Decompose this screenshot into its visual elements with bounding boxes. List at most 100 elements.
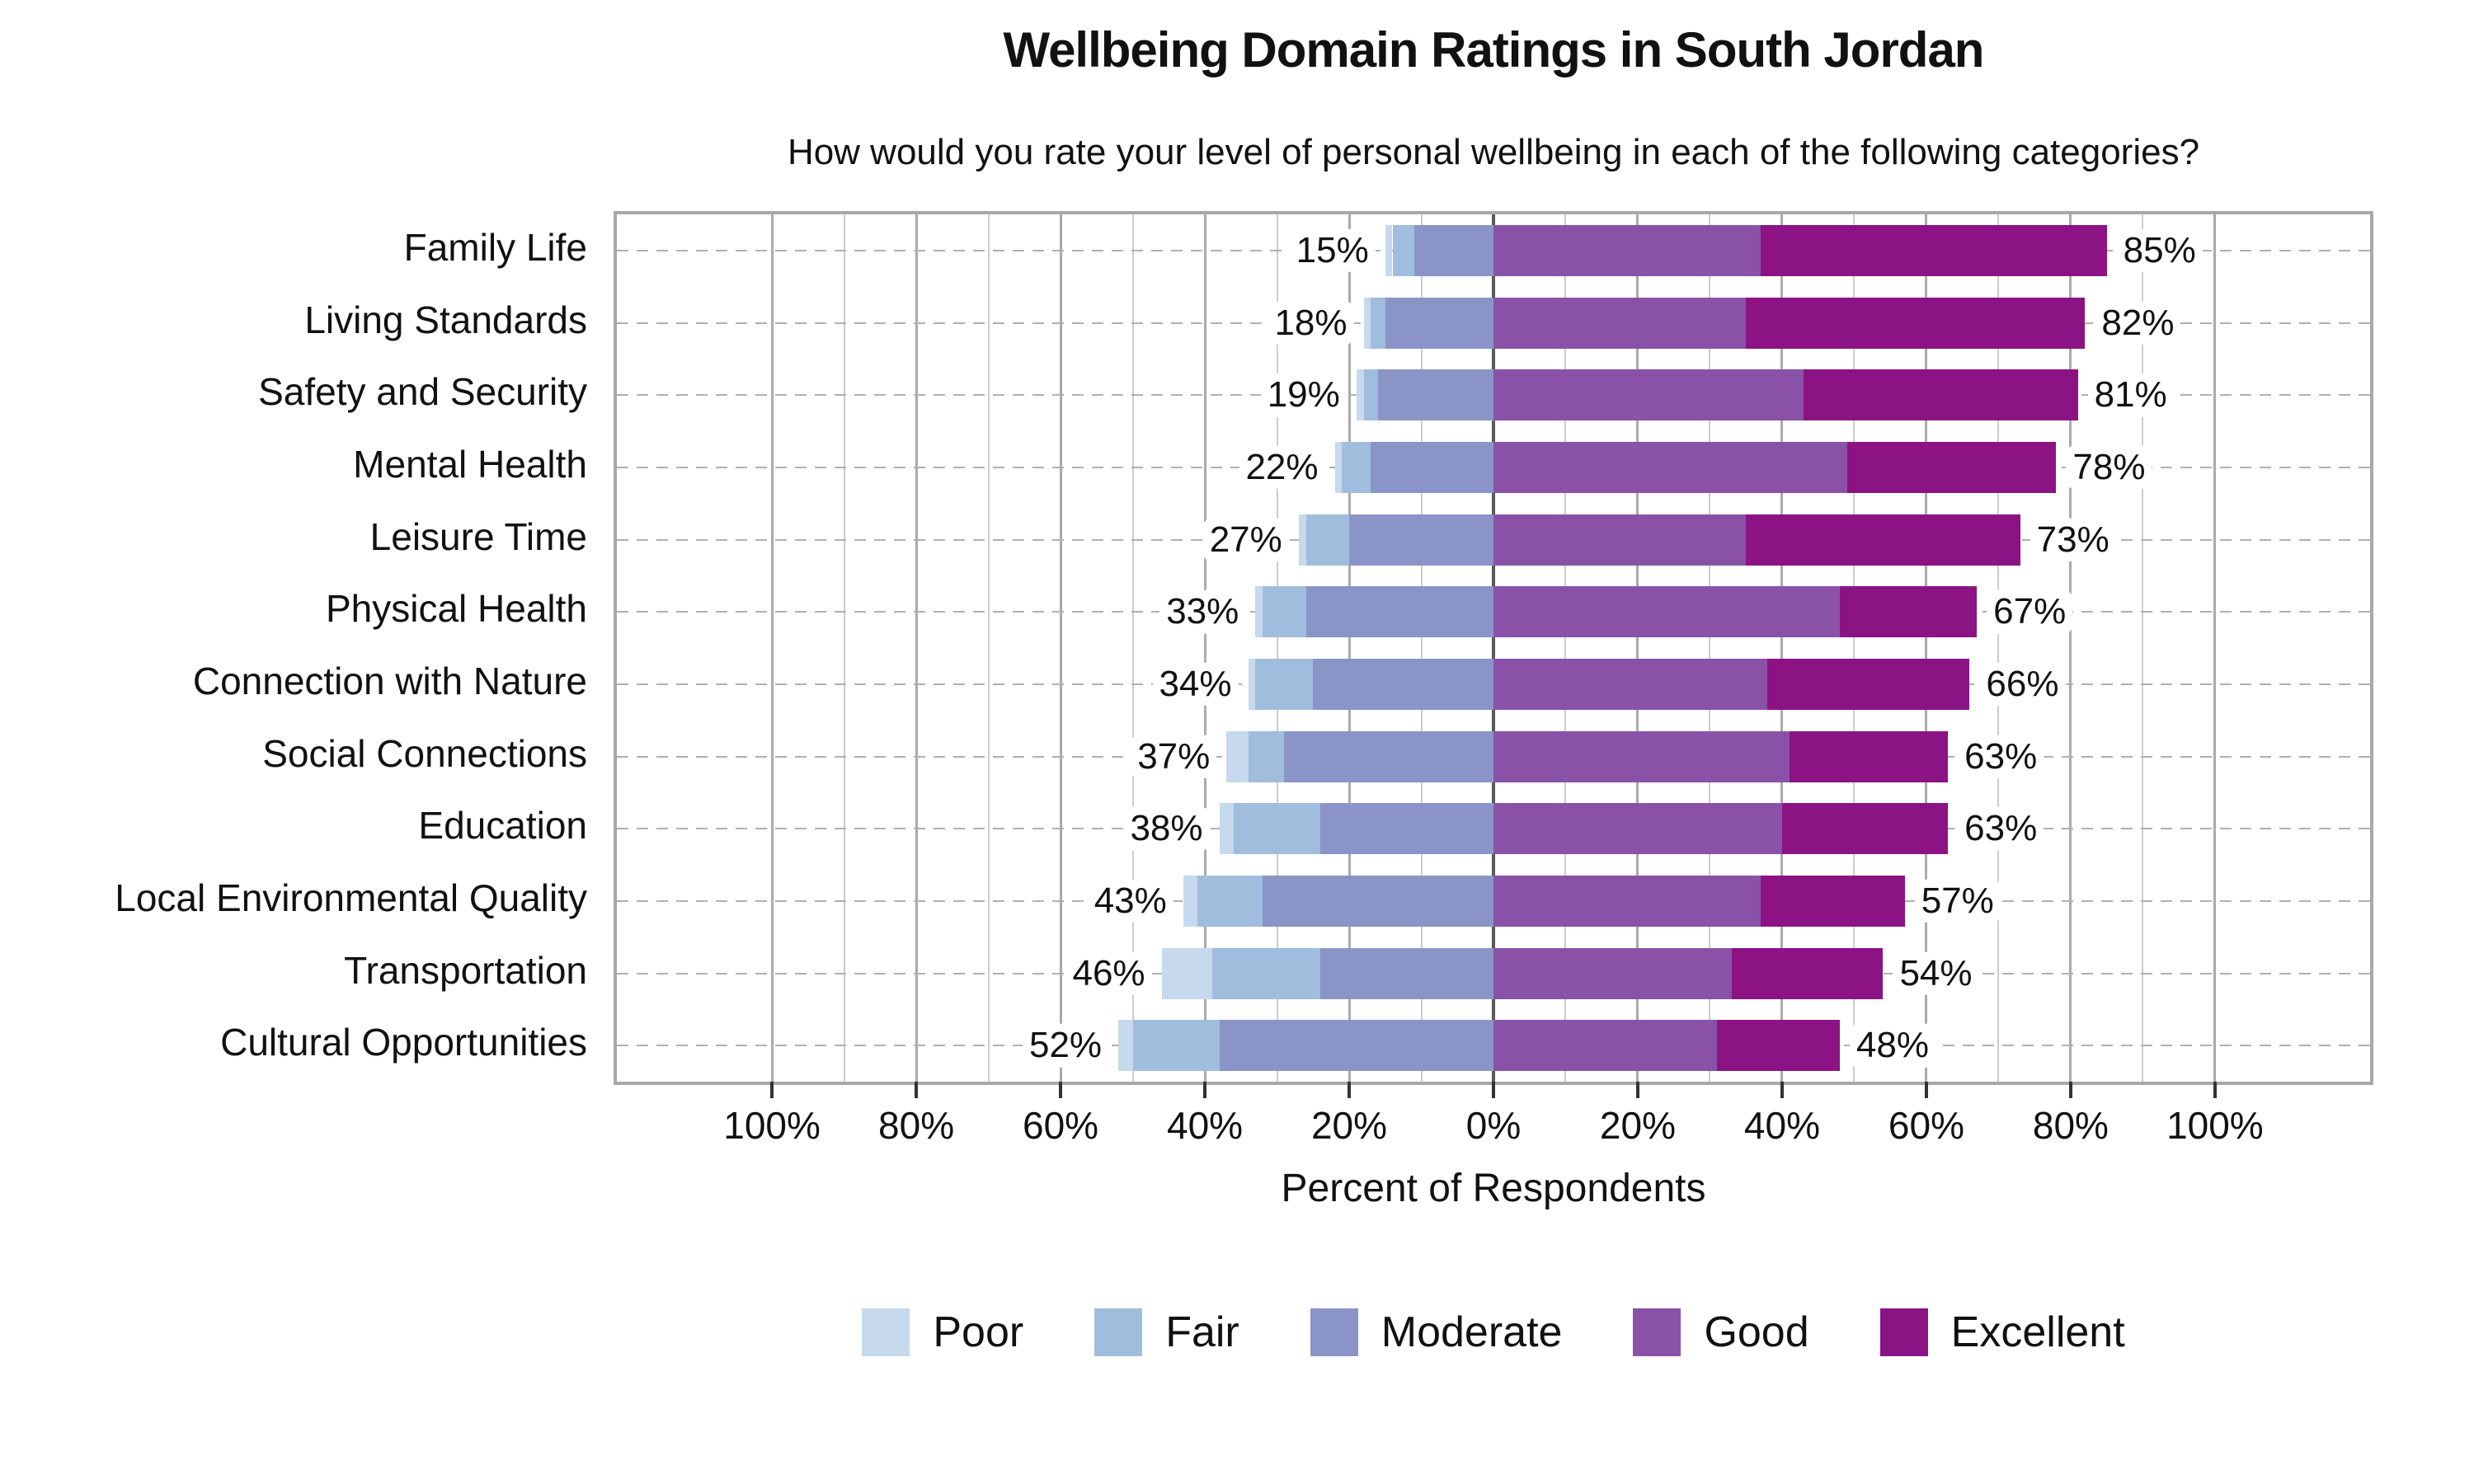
gridline-major — [770, 214, 774, 1082]
x-tick-label: 0% — [1465, 1104, 1522, 1147]
bar-segment-good — [1493, 803, 1782, 855]
bar-segment-moderate — [1320, 947, 1493, 999]
left-total-label: 19% — [1260, 373, 1347, 417]
bar-segment-good — [1493, 1020, 1718, 1072]
gridline-minor — [1564, 214, 1567, 1082]
bar-segment-excellent — [1804, 369, 2078, 421]
category-label: Safety and Security — [258, 370, 587, 414]
gridline-minor — [1420, 214, 1423, 1082]
bar-segment-good — [1493, 369, 1804, 421]
left-total-label: 22% — [1239, 445, 1325, 490]
right-total-label: 57% — [1914, 879, 2001, 923]
bar-segment-poor — [1219, 803, 1235, 855]
gridline-major — [2069, 214, 2072, 1082]
bar-segment-fair — [1263, 586, 1306, 638]
bar-segment-fair — [1248, 730, 1285, 782]
bar-segment-excellent — [1760, 875, 1905, 927]
legend-label: Poor — [933, 1308, 1024, 1356]
bar-segment-poor — [1334, 441, 1343, 493]
legend-swatch-poor — [862, 1308, 910, 1356]
category-label: Family Life — [403, 225, 587, 269]
bar-segment-excellent — [1839, 586, 1978, 638]
x-tick-label: 80% — [2032, 1104, 2109, 1147]
bar-segment-good — [1493, 586, 1840, 638]
plot-area: 15% 85% 18% 82% 19% 81% 22% 78% 27% 73% 33% 67% 34% 6… — [614, 211, 2373, 1147]
right-total-label: 63% — [1958, 806, 2044, 851]
x-tick-mark — [770, 1082, 774, 1098]
left-total-label: 43% — [1087, 879, 1174, 923]
left-total-label: 33% — [1159, 589, 1246, 634]
x-tick-label: 100% — [2166, 1104, 2264, 1147]
bar-segment-excellent — [1731, 947, 1884, 999]
bar-segment-fair — [1305, 514, 1349, 566]
category-label: Social Connections — [262, 731, 587, 775]
category-label: Living Standards — [304, 298, 587, 341]
bar-segment-moderate — [1371, 441, 1493, 493]
bar-segment-fair — [1211, 947, 1321, 999]
legend-item: Excellent — [1879, 1308, 2125, 1357]
x-tick-mark — [915, 1082, 919, 1098]
bar-segment-fair — [1342, 441, 1371, 493]
bar-segment-poor — [1255, 586, 1263, 638]
bar-segment-moderate — [1413, 224, 1493, 276]
bar-segment-moderate — [1284, 730, 1493, 782]
x-tick-mark — [1348, 1082, 1352, 1098]
legend-item: Fair — [1094, 1308, 1239, 1357]
legend-label: Excellent — [1950, 1308, 2125, 1356]
right-total-label: 85% — [2116, 228, 2203, 273]
bar-segment-excellent — [1781, 803, 1949, 855]
legend-label: Fair — [1165, 1308, 1239, 1356]
bar-segment-poor — [1363, 297, 1371, 349]
left-total-label: 18% — [1268, 301, 1354, 345]
x-axis: 100% 80% 60% 40% 20% 0% 20% 40% 60% 80% 100% — [617, 214, 2370, 1147]
gridline-major — [1059, 214, 1062, 1082]
bar-segment-fair — [1234, 803, 1321, 855]
bar-segment-excellent — [1760, 224, 2107, 276]
grid-layer — [617, 214, 2370, 1082]
gridline-minor — [1853, 214, 1856, 1082]
x-tick-mark — [1780, 1082, 1784, 1098]
zero-line — [1492, 214, 1495, 1082]
bar-segment-excellent — [1846, 441, 2057, 493]
bar-segment-good — [1493, 875, 1761, 927]
x-tick-label: 20% — [1599, 1104, 1677, 1147]
x-tick-mark — [1203, 1082, 1207, 1098]
bar-segment-fair — [1392, 224, 1414, 276]
bar-segment-poor — [1161, 947, 1212, 999]
x-tick-label: 100% — [723, 1104, 821, 1147]
x-tick-mark — [2068, 1082, 2072, 1098]
right-total-label: 73% — [2030, 518, 2116, 561]
right-total-label: 63% — [1958, 735, 2044, 778]
left-total-label: 37% — [1131, 735, 1217, 778]
gridline-major — [2213, 214, 2217, 1082]
category-label: Mental Health — [353, 442, 587, 486]
bar-segment-poor — [1248, 658, 1256, 710]
gridline-major — [1780, 214, 1784, 1082]
right-total-label: 78% — [2066, 445, 2152, 490]
gridline-major — [1203, 214, 1206, 1082]
bar-segment-excellent — [1746, 297, 2086, 349]
legend-item: Poor — [862, 1308, 1023, 1357]
category-label: Education — [418, 804, 587, 848]
right-total-label: 48% — [1849, 1023, 1936, 1068]
legend-label: Moderate — [1380, 1308, 1563, 1356]
legend-item: Good — [1633, 1308, 1809, 1357]
chart-title: Wellbeing Domain Ratings in South Jordan — [1003, 22, 1985, 77]
gridline-major — [1925, 214, 1928, 1082]
gridline-minor — [1131, 214, 1134, 1082]
gridline-minor — [1709, 214, 1711, 1082]
bar-segment-good — [1493, 297, 1747, 349]
x-tick-label: 60% — [1888, 1104, 1964, 1147]
x-tick-label: 40% — [1166, 1104, 1244, 1147]
bar-segment-good — [1493, 224, 1761, 276]
bar-segment-good — [1493, 730, 1790, 782]
left-total-label: 52% — [1022, 1023, 1109, 1068]
x-tick-mark — [1059, 1082, 1063, 1098]
bar-segment-excellent — [1717, 1020, 1840, 1072]
x-tick-mark — [1492, 1082, 1495, 1098]
gridline-major — [1636, 214, 1639, 1082]
legend-swatch-fair — [1094, 1308, 1143, 1356]
bar-segment-good — [1493, 441, 1847, 493]
bars-layer: 15% 85% 18% 82% 19% 81% 22% 78% 27% 73% 33% 67% 34% 6… — [617, 214, 2370, 1082]
